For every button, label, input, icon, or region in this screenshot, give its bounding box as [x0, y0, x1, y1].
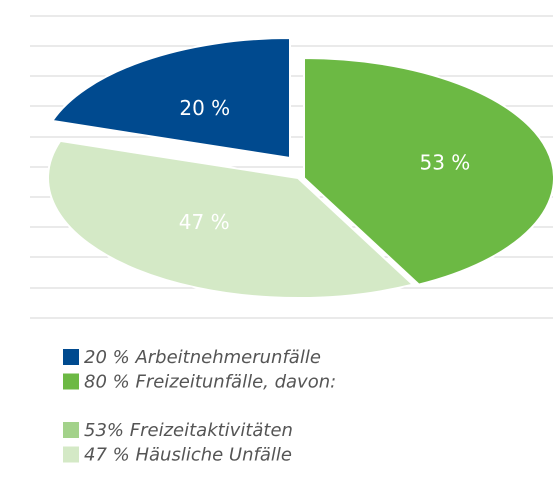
legend-name: Häusliche Unfälle: [135, 445, 291, 466]
legend-name: Arbeitnehmerunfälle: [134, 347, 320, 368]
legend-value: 47 %: [84, 445, 130, 466]
pie-slice: [303, 56, 553, 286]
legend-text: 47 % Häusliche Unfälle: [84, 445, 292, 466]
legend-value: 80 %: [84, 372, 130, 393]
legend-swatch: [63, 373, 79, 390]
legend-swatch: [63, 422, 79, 438]
slice-label: 47 %: [179, 210, 230, 234]
pie-slice: [47, 139, 415, 299]
legend-item: 80 % Freizeitunfälle, davon:: [63, 372, 336, 393]
legend-item: 20 % Arbeitnehmerunfälle: [63, 347, 321, 368]
legend-swatch: [63, 349, 79, 365]
legend-value: 53%: [84, 420, 124, 441]
legend-name: Freizeitaktivitäten: [130, 420, 293, 441]
slice-label: 53 %: [419, 150, 470, 174]
slice-label: 20 %: [179, 96, 230, 120]
legend-text: 80 % Freizeitunfälle, davon:: [84, 372, 336, 393]
legend-value: 20 %: [84, 347, 130, 368]
legend-name: Freizeitunfälle, davon:: [135, 372, 336, 393]
legend-text: 20 % Arbeitnehmerunfälle: [84, 347, 321, 368]
legend-text: 53% Freizeitaktivitäten: [84, 420, 293, 441]
legend-item: 53% Freizeitaktivitäten: [63, 420, 293, 441]
legend-swatch: [63, 446, 79, 463]
pie-slice: [50, 36, 291, 160]
legend-item: 47 % Häusliche Unfälle: [63, 445, 292, 466]
